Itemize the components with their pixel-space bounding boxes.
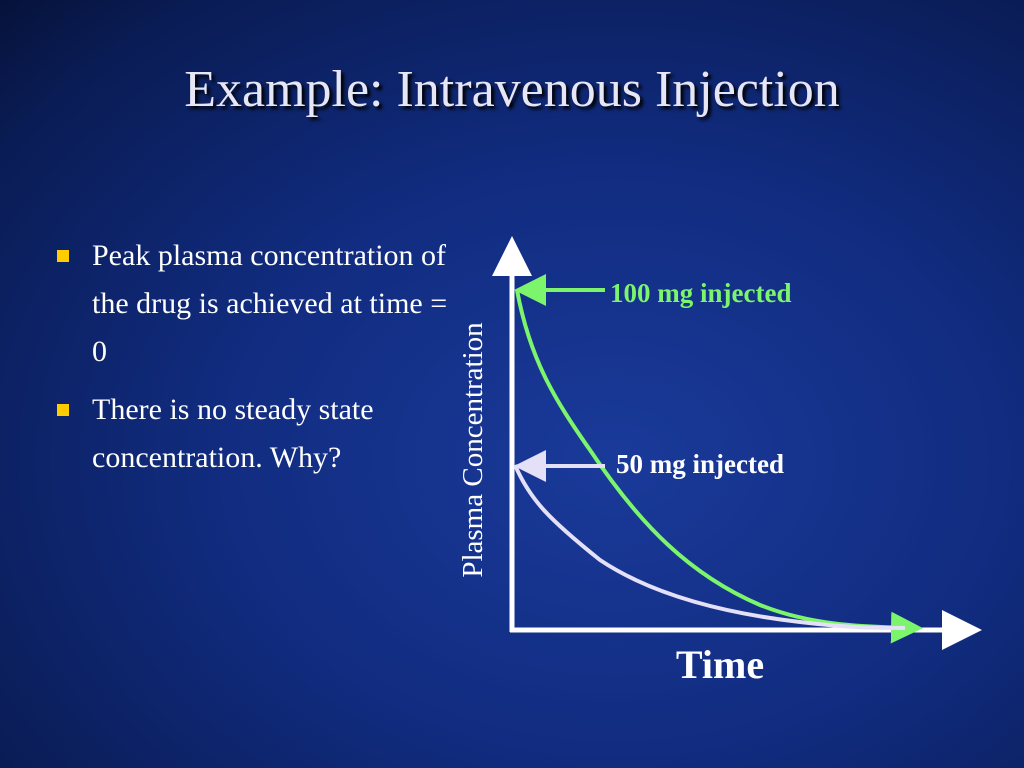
curve-label: 100 mg injected bbox=[610, 278, 791, 308]
x-axis-label: Time bbox=[676, 642, 764, 687]
curve-50mg bbox=[513, 464, 906, 630]
slide-title: Example: Intravenous Injection bbox=[184, 61, 840, 118]
y-axis-label: Plasma Concentration bbox=[457, 322, 489, 578]
bullet: There is no steady state concentration. … bbox=[55, 386, 457, 482]
curve-label: 50 mg injected bbox=[616, 449, 784, 479]
bullet: Peak plasma concentration of the drug is… bbox=[55, 232, 457, 376]
curve-100mg bbox=[515, 289, 923, 644]
bullet-list: Peak plasma concentration of the drug is… bbox=[55, 232, 455, 492]
